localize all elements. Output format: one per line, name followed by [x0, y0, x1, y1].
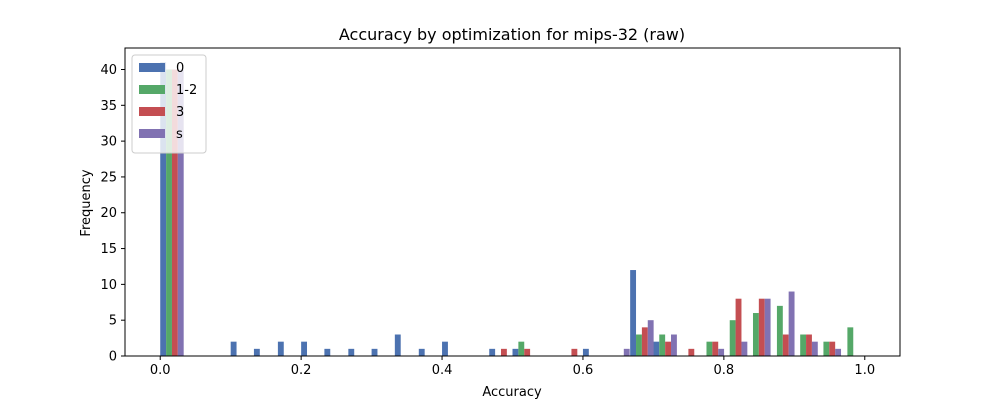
bar-1-2-4 — [706, 341, 713, 356]
bar-0-7 — [371, 348, 378, 356]
bar-1-2-1 — [518, 341, 525, 356]
bar-0-0 — [160, 62, 167, 356]
bars-layer — [160, 62, 854, 357]
bar-0-8 — [394, 334, 401, 356]
bar-3-9 — [758, 298, 765, 356]
y-tick-label: 30 — [100, 135, 117, 150]
legend-swatch-s — [139, 129, 165, 138]
bar-3-4 — [641, 327, 648, 356]
y-tick-label: 20 — [100, 206, 117, 221]
bar-3-6 — [688, 348, 695, 356]
bar-s-1 — [623, 348, 630, 356]
legend: 0 1-2 3 s — [131, 54, 207, 154]
bar-s-7 — [788, 291, 795, 356]
legend-label-1-2: 1-2 — [176, 83, 197, 98]
bar-3-7 — [712, 341, 719, 356]
bar-0-6 — [348, 348, 355, 356]
x-axis-label: Accuracy — [482, 385, 542, 400]
bar-0-15 — [653, 341, 660, 356]
bar-1-2-2 — [636, 334, 642, 356]
y-tick-label: 5 — [109, 314, 117, 329]
y-tick-label: 35 — [100, 99, 117, 114]
legend-swatch-0 — [139, 63, 165, 72]
bar-0-12 — [512, 348, 519, 356]
bar-3-0 — [171, 69, 178, 357]
bar-0-3 — [277, 341, 284, 356]
x-tick-label: 1.0 — [854, 363, 875, 378]
bar-3-12 — [829, 341, 836, 356]
x-tick-label: 0.8 — [714, 363, 735, 378]
bar-s-6 — [764, 298, 771, 356]
bar-3-10 — [782, 334, 789, 356]
y-axis: 0 5 10 15 20 25 30 35 40 — [100, 63, 125, 365]
bar-0-9 — [418, 348, 425, 356]
bar-s-3 — [671, 334, 677, 356]
bar-0-14 — [630, 270, 637, 356]
y-tick-label: 0 — [109, 350, 117, 365]
x-tick-label: 0.6 — [573, 363, 594, 378]
legend-swatch-3 — [139, 107, 165, 116]
x-tick-label: 0.4 — [432, 363, 453, 378]
x-tick-label: 0.2 — [291, 363, 312, 378]
legend-label-s: s — [176, 127, 183, 142]
bar-3-5 — [665, 341, 672, 356]
bar-s-0 — [177, 69, 184, 357]
bar-s-4 — [718, 348, 725, 356]
bar-1-2-8 — [800, 334, 807, 356]
bar-3-11 — [806, 334, 812, 356]
x-tick-label: 0.0 — [150, 363, 171, 378]
bar-3-1 — [500, 348, 507, 356]
bar-1-2-3 — [659, 334, 666, 356]
plot-frame — [124, 47, 901, 357]
legend-label-0: 0 — [176, 61, 184, 76]
legend-box — [131, 54, 207, 154]
bar-3-8 — [735, 298, 742, 356]
bar-0-4 — [301, 341, 308, 356]
bar-3-2 — [524, 348, 531, 356]
y-axis-label: Frequency — [79, 169, 94, 236]
bar-1-2-10 — [847, 327, 854, 356]
bar-1-2-9 — [823, 341, 830, 356]
bar-0-2 — [253, 348, 260, 356]
legend-label-3: 3 — [176, 105, 184, 120]
bar-1-2-6 — [752, 313, 759, 356]
y-tick-label: 10 — [100, 278, 117, 293]
bar-0-1 — [230, 341, 237, 356]
x-axis: 0.0 0.2 0.4 0.6 0.8 1.0 — [150, 356, 875, 378]
bar-s-5 — [741, 341, 748, 356]
chart-title: Accuracy by optimization for mips-32 (ra… — [339, 25, 685, 44]
legend-swatch-1-2 — [139, 85, 165, 94]
bar-s-9 — [835, 348, 842, 356]
bar-s-8 — [811, 341, 818, 356]
bar-0-13 — [582, 348, 589, 356]
bar-3-3 — [571, 348, 578, 356]
bar-1-2-0 — [166, 69, 172, 357]
bar-0-5 — [324, 348, 331, 356]
bar-1-2-7 — [776, 305, 783, 356]
y-tick-label: 15 — [100, 242, 117, 257]
bar-0-10 — [442, 341, 448, 356]
bar-1-2-5 — [729, 320, 736, 356]
bar-0-11 — [489, 348, 496, 356]
y-tick-label: 40 — [100, 63, 117, 78]
bar-s-2 — [647, 320, 654, 356]
y-tick-label: 25 — [100, 170, 117, 185]
